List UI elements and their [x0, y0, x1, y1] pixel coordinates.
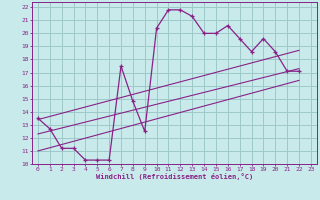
X-axis label: Windchill (Refroidissement éolien,°C): Windchill (Refroidissement éolien,°C) — [96, 173, 253, 180]
